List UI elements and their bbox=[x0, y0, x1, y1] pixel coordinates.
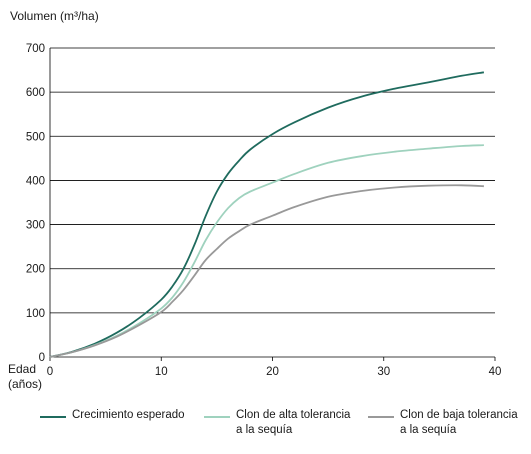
legend-label: Clon de alta tolerancia a la sequía bbox=[236, 409, 351, 436]
x-tick-label: 40 bbox=[489, 366, 502, 378]
legend-item-1: Crecimiento esperado bbox=[40, 408, 185, 423]
x-tick-labels: 0 10 20 30 40 bbox=[47, 357, 502, 378]
legend: Crecimiento esperado Clon de alta toleran… bbox=[0, 408, 531, 448]
y-tick-label: 700 bbox=[26, 43, 45, 55]
legend-label: Crecimiento esperado bbox=[72, 409, 185, 421]
x-tick-label: 20 bbox=[266, 366, 279, 378]
x-tick-label: 0 bbox=[47, 366, 53, 378]
y-tick-label: 300 bbox=[26, 220, 45, 232]
y-tick-label: 400 bbox=[26, 175, 45, 187]
gridlines bbox=[49, 47, 495, 358]
y-tick-labels: 0 100 200 300 400 500 600 700 bbox=[26, 43, 45, 364]
legend-item-3: Clon de baja tolerancia a la sequía bbox=[368, 408, 518, 438]
legend-swatch bbox=[368, 416, 394, 418]
legend-label: Clon de baja tolerancia a la sequía bbox=[400, 409, 518, 436]
series-line-1 bbox=[49, 71, 485, 358]
series-line-3 bbox=[49, 184, 484, 358]
series-line-2 bbox=[49, 144, 484, 358]
y-tick-label: 100 bbox=[26, 308, 45, 320]
legend-swatch bbox=[40, 416, 66, 418]
x-tick-label: 10 bbox=[155, 366, 168, 378]
series-lines bbox=[49, 71, 485, 358]
x-tick-label: 30 bbox=[377, 366, 390, 378]
legend-swatch bbox=[204, 416, 230, 418]
y-tick-label: 0 bbox=[39, 352, 45, 364]
y-tick-label: 500 bbox=[26, 131, 45, 143]
y-axis-title: Volumen (m³/ha) bbox=[10, 9, 99, 23]
x-axis-title: Edad (años) bbox=[8, 362, 42, 391]
legend-item-2: Clon de alta tolerancia a la sequía bbox=[204, 408, 350, 438]
y-tick-label: 600 bbox=[26, 87, 45, 99]
y-tick-label: 200 bbox=[26, 264, 45, 276]
